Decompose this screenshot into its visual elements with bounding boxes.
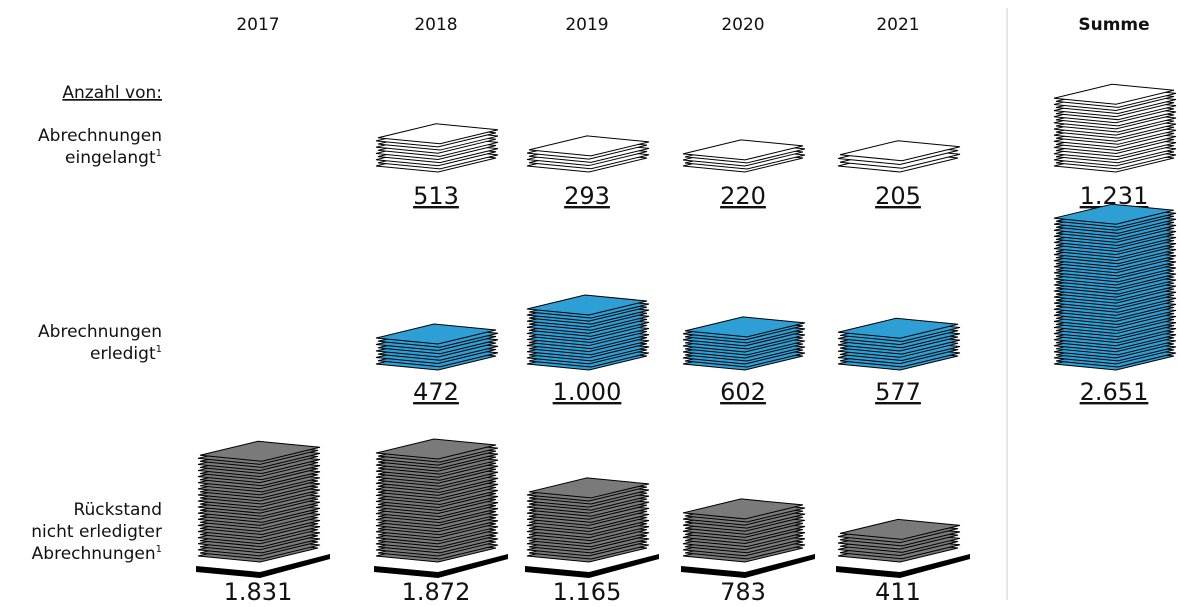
value-label: 220 [720, 182, 766, 210]
value-label: 411 [875, 578, 921, 606]
footnote-mark: 1 [156, 148, 162, 159]
sheet [684, 316, 806, 338]
paper-stack [526, 135, 650, 173]
paper-stack [196, 440, 330, 578]
paper-stack [682, 139, 806, 173]
sheet [526, 294, 648, 316]
paper-stack [836, 518, 970, 578]
paper-stack [1053, 83, 1177, 173]
value-label: 472 [413, 378, 459, 406]
value-label: 1.000 [553, 378, 622, 406]
row-label-line: nicht erledigter [31, 522, 162, 542]
sheet [837, 317, 959, 339]
column-header: 2020 [721, 15, 764, 35]
paper-stack [374, 438, 508, 578]
row-label-line: erledigt [90, 344, 156, 364]
sheet [839, 140, 961, 162]
value-label: 1.831 [224, 578, 293, 606]
sheet [682, 139, 804, 161]
footnote-mark: 1 [156, 344, 162, 355]
row-label: Abrechnungen [38, 322, 162, 342]
row-label: nicht erledigter [31, 522, 162, 542]
column-header: Summe [1078, 15, 1149, 35]
value-label: 205 [875, 182, 921, 210]
value-label: 1.872 [402, 578, 471, 606]
sheet [375, 323, 497, 345]
footnote-mark: 1 [156, 544, 162, 555]
row-label-line: Abrechnungen [38, 322, 162, 342]
paper-stack [525, 477, 659, 578]
value-label: 293 [564, 182, 610, 210]
stack-base [374, 554, 508, 578]
sheet [199, 440, 321, 462]
sheet [1053, 203, 1175, 225]
stack-base [525, 554, 659, 578]
sheet [375, 438, 497, 460]
stack-base [836, 554, 970, 578]
row-label: eingelangt1 [65, 148, 162, 168]
stack-base [196, 554, 330, 578]
column-header: 2021 [876, 15, 919, 35]
row-label: Abrechnungen [38, 126, 162, 146]
sheet [682, 498, 804, 520]
paper-stack [837, 140, 961, 173]
row-label: Rückstand [73, 500, 162, 520]
value-label: 513 [413, 182, 459, 210]
paper-stack [526, 294, 650, 371]
sheet [839, 518, 961, 540]
row-label-line: Rückstand [73, 500, 162, 520]
value-label: 1.165 [553, 578, 622, 606]
paper-stack [682, 316, 806, 371]
value-label: 783 [720, 578, 766, 606]
row-label-line: eingelangt [65, 148, 156, 168]
paper-stack [1053, 203, 1177, 371]
stack-base [681, 554, 815, 578]
row-label: erledigt1 [90, 344, 162, 364]
paper-stack [375, 323, 499, 371]
sheet [1053, 83, 1175, 105]
paper-stack [375, 123, 499, 173]
row-label-line: Abrechnungen [38, 126, 162, 146]
row-label-line: Abrechnungen [32, 544, 156, 564]
sheet [377, 123, 499, 145]
header: Anzahl von: [62, 83, 162, 103]
value-label: 577 [875, 378, 921, 406]
value-label: 2.651 [1080, 378, 1149, 406]
value-label: 602 [720, 378, 766, 406]
column-header: 2019 [565, 15, 608, 35]
sheet [528, 135, 650, 157]
sheet [528, 477, 650, 499]
paper-stack [681, 498, 815, 578]
row-label: Abrechnungen1 [32, 544, 162, 564]
paper-stack [837, 317, 961, 371]
column-header: 2018 [414, 15, 457, 35]
column-header: 2017 [236, 15, 279, 35]
